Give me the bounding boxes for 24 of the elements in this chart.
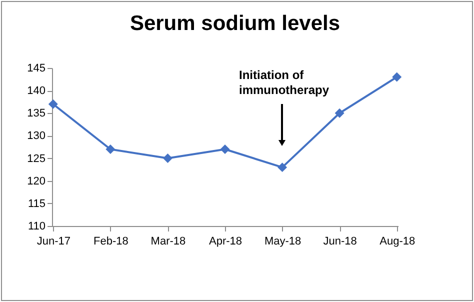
annotation: Initiation of immunotherapy	[239, 68, 330, 97]
point	[220, 144, 230, 154]
point	[278, 162, 288, 172]
x-tick-label: Feb-18	[94, 236, 128, 248]
point	[162, 154, 172, 164]
y-tick-label: 135	[27, 108, 46, 120]
point	[334, 108, 344, 118]
point	[48, 99, 58, 109]
y-tick-label: 120	[27, 175, 46, 188]
y-tick-label: 145	[27, 62, 46, 74]
x-tick-label: Mar-18	[150, 236, 186, 248]
point	[106, 144, 116, 154]
y-tick-label: 115	[28, 198, 46, 210]
x-tick-label: Aug-18	[380, 236, 416, 248]
x-tick-label: Jun-17	[36, 236, 70, 248]
x-tick-label: Apr-18	[208, 236, 242, 248]
point	[392, 72, 402, 82]
y-tick-label: 125	[27, 152, 46, 165]
y-tick-label: 110	[28, 220, 46, 232]
chart-title: Serum sodium levels	[130, 12, 340, 35]
y-tick-label: 140	[27, 85, 46, 98]
x-tick-label: Jun-18	[323, 236, 357, 248]
y-tick-label: 130	[27, 130, 46, 142]
x-tick-label: May-18	[264, 236, 302, 248]
